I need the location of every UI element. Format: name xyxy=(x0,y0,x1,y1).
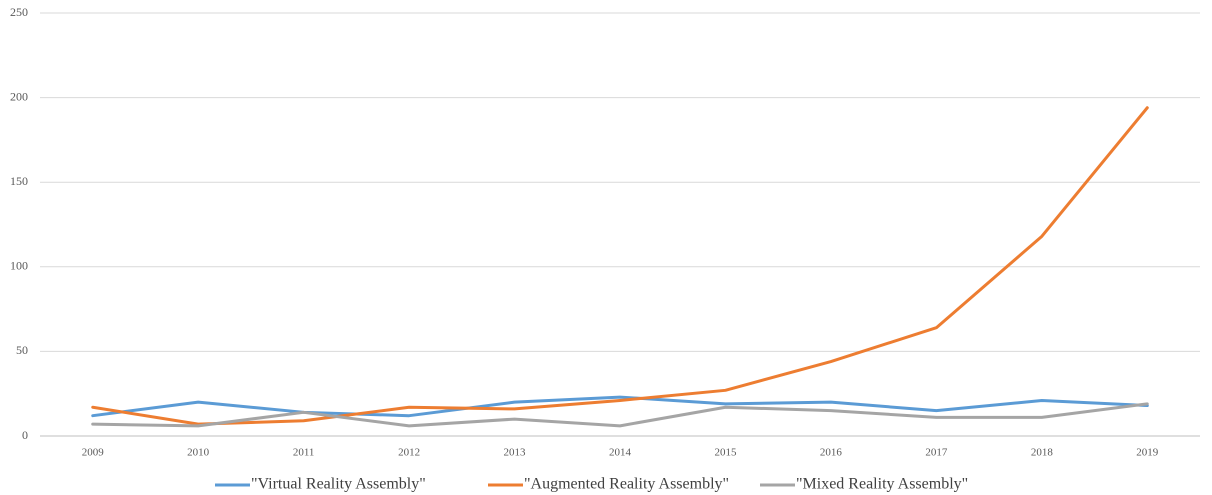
x-tick-label: 2018 xyxy=(1031,447,1054,459)
x-tick-label: 2016 xyxy=(820,447,843,459)
x-tick-label: 2010 xyxy=(187,447,210,459)
x-tick-label: 2013 xyxy=(504,447,527,459)
x-tick-label: 2017 xyxy=(925,447,948,459)
legend-label: "Virtual Reality Assembly" xyxy=(251,476,426,493)
x-tick-label: 2019 xyxy=(1136,447,1159,459)
x-tick-label: 2014 xyxy=(609,447,632,459)
x-tick-label: 2011 xyxy=(293,447,315,459)
y-tick-label: 100 xyxy=(10,259,28,273)
y-tick-label: 250 xyxy=(10,5,28,19)
series-line xyxy=(91,402,1149,428)
x-tick-label: 2015 xyxy=(714,447,737,459)
x-tick-label: 2012 xyxy=(398,447,420,459)
series-line xyxy=(91,395,1149,418)
x-tick-label: 2009 xyxy=(82,447,105,459)
y-tick-label: 200 xyxy=(10,89,28,103)
legend-label: "Mixed Reality Assembly" xyxy=(796,476,968,493)
legend-label: "Augmented Reality Assembly" xyxy=(524,476,729,493)
y-tick-label: 50 xyxy=(16,343,28,357)
series-line xyxy=(91,106,1149,426)
y-tick-label: 0 xyxy=(22,428,28,442)
y-tick-label: 150 xyxy=(10,174,28,188)
